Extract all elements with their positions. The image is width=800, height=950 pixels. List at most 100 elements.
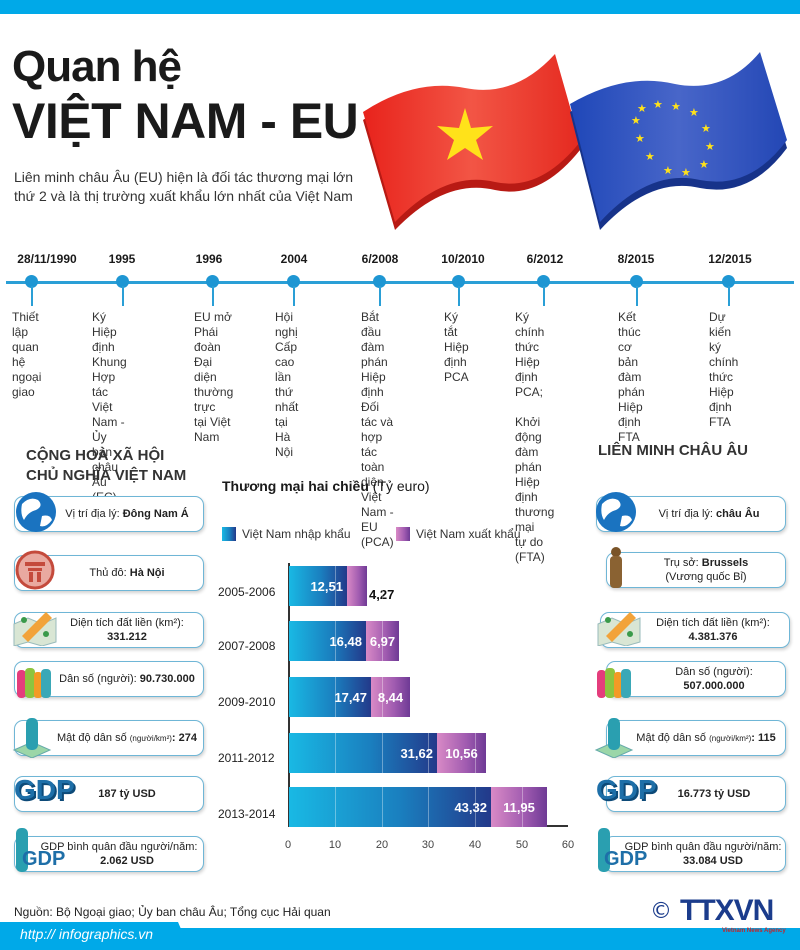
map-pencil-icon (597, 612, 641, 646)
footer-bar (0, 928, 800, 950)
bar-row: 16,48 6,97 (289, 621, 399, 661)
gridline (382, 566, 383, 827)
category-label: 2013-2014 (218, 807, 276, 821)
chart-title: Thương mại hai chiều (Tỷ euro) (222, 478, 430, 494)
logo-text: TTXVN (680, 894, 774, 927)
timeline-text: EU mở Phái đoàn Đại diện thường trực tại… (194, 310, 234, 444)
timeline-text: Bắt đầu đàm phán Hiệp định Đối tác và hợ… (361, 310, 394, 549)
x-tick: 20 (375, 839, 389, 851)
eu-title: LIÊN MINH CHÂU ÂU (598, 442, 748, 459)
website-link[interactable]: http:// infographics.vn (20, 926, 154, 942)
gridline (335, 566, 336, 827)
timeline-stem (293, 286, 295, 306)
timeline-date: 8/2015 (617, 252, 655, 266)
bar-import: 17,47 (289, 677, 371, 717)
gridline (522, 566, 523, 827)
timeline-stem (636, 286, 638, 306)
bar-export: 10,56 (437, 733, 486, 773)
intro-text: Liên minh châu Âu (EU) hiện là đối tác t… (14, 169, 354, 204)
eu-population-card: Dân số (người): 507.000.000 (606, 661, 786, 697)
person-gdp-icon (16, 828, 28, 872)
bar-export: 8,44 (371, 677, 410, 717)
value: Đông Nam Á (122, 508, 189, 520)
statue-icon (610, 547, 622, 588)
timeline-stem (543, 286, 545, 306)
legend-swatch-import (222, 527, 236, 541)
label: Diện tích đất liền (km²): (70, 617, 184, 629)
eu-flag-icon: ★ ★ ★ ★ ★★★★ ★★★★ (570, 52, 787, 230)
vietnam-title-line-2: CHỦ NGHĨA VIỆT NAM (26, 467, 187, 484)
svg-text:★: ★ (699, 158, 709, 171)
copyright-icon: © (650, 898, 672, 924)
flags-illustration: ★ ★ ★ ★ ★★★★ ★★★★ (363, 52, 787, 230)
person-density-icon (594, 718, 634, 758)
timeline: 28/11/1990 Thiết lập quan hệ ngoại giao … (0, 250, 800, 564)
vietnam-title: CỘNG HOÀ XÃ HỘI CHỦ NGHĨA VIỆT NAM (26, 446, 186, 486)
x-tick: 50 (515, 839, 529, 851)
value: : 115 (751, 731, 776, 744)
gdp-small-icon: GDP (604, 848, 648, 870)
gdp-icon: GDP (14, 774, 75, 805)
label: Mật độ dân số (636, 731, 710, 744)
label: Mật độ dân số (56, 731, 130, 744)
x-tick: 0 (284, 839, 292, 851)
svg-text:★: ★ (645, 150, 655, 163)
gridline (428, 566, 429, 827)
svg-text:★: ★ (671, 100, 681, 113)
timeline-text: Dự kiến ký chính thức Hiệp định FTA (709, 310, 739, 429)
timeline-dot (452, 275, 465, 288)
gdp-icon: GDP (596, 774, 657, 805)
vietnam-title-line-1: CỘNG HOÀ XÃ HỘI (26, 447, 165, 464)
value: 2.062 USD (100, 855, 154, 867)
trade-bar-chart: 2005-2006 12,51 4,27 2007-2008 16,48 6,9… (210, 555, 580, 860)
value: 16.773 tỷ USD (677, 788, 751, 800)
svg-text:★: ★ (681, 166, 691, 179)
timeline-stem (379, 286, 381, 306)
bar-import: 43,32 (289, 787, 491, 827)
svg-text:★: ★ (701, 122, 711, 135)
vietnam-flag-icon (363, 54, 580, 230)
timeline-text: Thiết lập quan hệ ngoại giao (12, 310, 42, 399)
legend-item-export: Việt Nam xuất khẩu (396, 527, 521, 541)
vn-gdp-per-capita-card: GDP bình quân đầu người/năm: 2.062 USD (14, 836, 204, 872)
category-label: 2005-2006 (218, 585, 276, 599)
timeline-dot (206, 275, 219, 288)
timeline-stem (212, 286, 214, 306)
timeline-text: Kết thúc cơ bản đàm phán Hiệp định FTA (618, 310, 645, 444)
timeline-dot (116, 275, 129, 288)
timeline-stem (31, 286, 33, 306)
timeline-stem (458, 286, 460, 306)
value: 4.381.376 (688, 631, 738, 643)
bar-import: 16,48 (289, 621, 366, 661)
url-tab (0, 922, 190, 950)
timeline-dot (287, 275, 300, 288)
svg-text:★: ★ (663, 164, 673, 177)
label: Dân số (người): (675, 666, 753, 678)
eu-hq-card: Trụ sở: Brussels (Vương quốc Bỉ) (606, 552, 786, 588)
svg-text:★: ★ (689, 106, 699, 119)
label: Trụ sở: (663, 557, 702, 569)
title-line-1: Quan hệ (12, 42, 182, 91)
bar-row: 31,62 10,56 (289, 733, 486, 773)
timeline-text: Hội nghị Cấp cao lần thứ nhất tại Hà Nội (275, 310, 299, 459)
vn-location-card: Vị trí địa lý: Đông Nam Á (14, 496, 204, 532)
vn-gdp-card: 187 tỷ USD (14, 776, 204, 812)
category-label: 2009-2010 (218, 695, 276, 709)
value: 507.000.000 (683, 680, 745, 692)
country: (Vương quốc Bỉ) (665, 571, 747, 583)
timeline-text: Ký tắt Hiệp định PCA (444, 310, 469, 384)
value: châu Âu (716, 508, 760, 520)
timeline-dot (373, 275, 386, 288)
timeline-dot (25, 275, 38, 288)
timeline-date: 6/2008 (361, 252, 399, 266)
map-pencil-icon (13, 612, 57, 646)
value: 90.730.000 (139, 673, 195, 685)
people-icon (597, 668, 631, 698)
eu-density-card: Mật độ dân số (người/km²): 115 (606, 720, 786, 756)
x-tick: 40 (468, 839, 482, 851)
label: Thủ đô: (89, 567, 130, 579)
people-icon (17, 668, 51, 698)
export-value-label: 4,27 (369, 587, 395, 602)
label: Vị trí địa lý: (658, 508, 717, 520)
person-gdp-icon (598, 828, 610, 872)
